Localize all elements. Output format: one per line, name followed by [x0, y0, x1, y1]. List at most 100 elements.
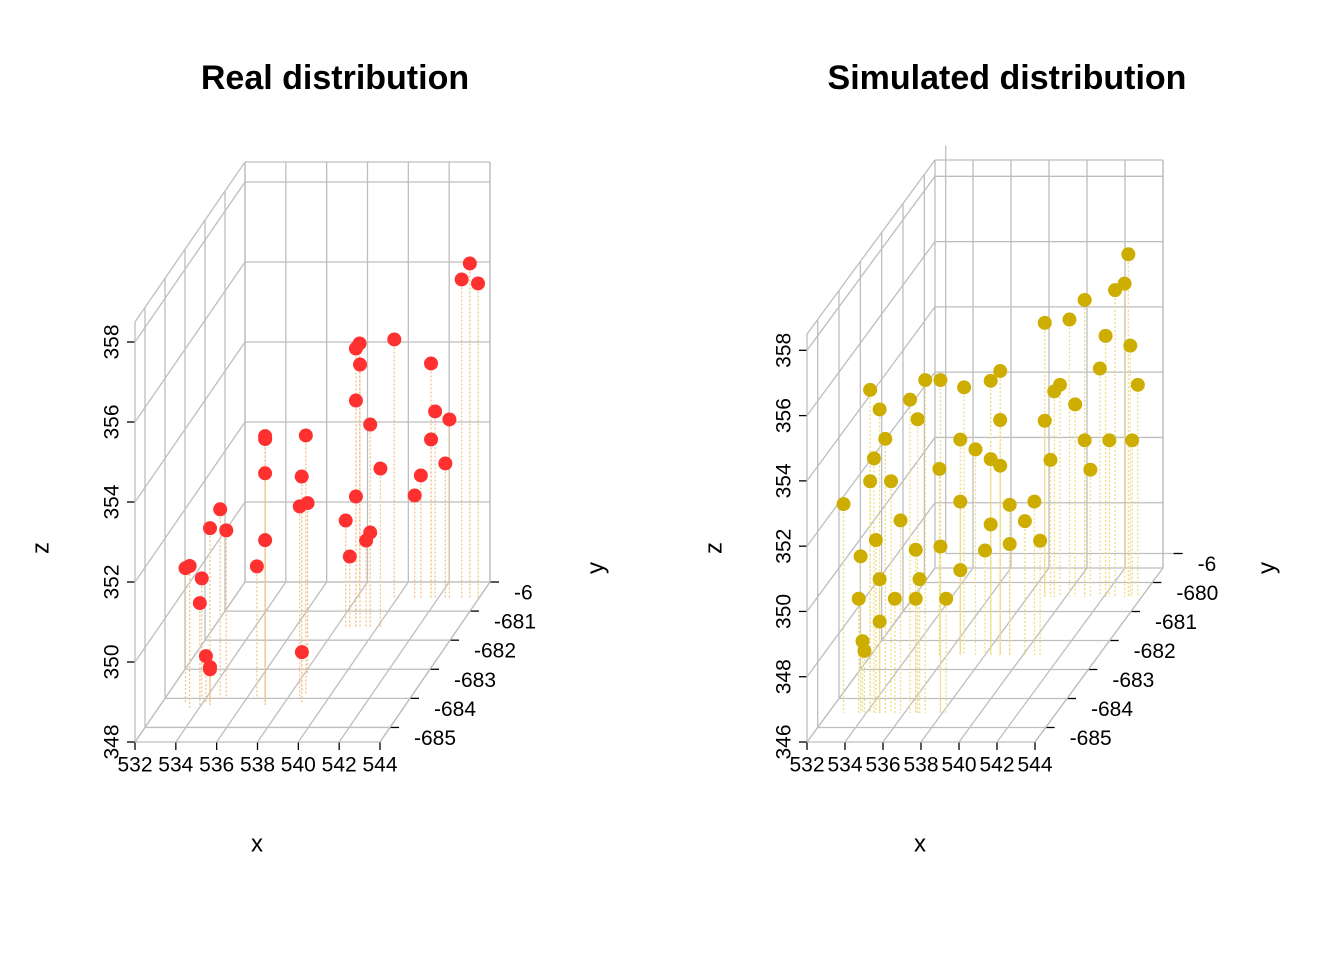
point [363, 417, 378, 432]
point [993, 412, 1008, 427]
point [182, 559, 197, 573]
grid-line [134, 421, 246, 583]
point [1125, 433, 1140, 448]
x-tick-label: 542 [322, 754, 357, 777]
grid-line [134, 341, 246, 503]
point [887, 591, 902, 606]
point [424, 432, 439, 447]
z-tick-label: 358 [101, 324, 124, 359]
point [868, 533, 883, 548]
x-tick-label: 534 [827, 754, 862, 777]
grid-line [338, 581, 450, 743]
point [1098, 328, 1113, 343]
y-tick-label: -682 [1134, 640, 1176, 663]
y-axis-label: y [1253, 562, 1280, 574]
chart-title: Simulated distribution [828, 59, 1187, 97]
y-tick-label: -6 [514, 582, 533, 605]
point [471, 276, 485, 291]
z-tick-label: 350 [773, 594, 796, 629]
point [872, 614, 887, 629]
point [912, 572, 927, 587]
point [258, 533, 273, 548]
point [872, 572, 887, 587]
y-tick-label: -683 [454, 669, 496, 692]
point [442, 412, 457, 427]
point [294, 645, 309, 660]
z-tick-label: 348 [101, 724, 124, 759]
x-tick-label: 536 [865, 754, 900, 777]
point [910, 412, 925, 427]
grid-line [134, 261, 246, 423]
x-tick-label: 534 [158, 754, 193, 777]
point [893, 513, 908, 528]
grid-line [256, 581, 369, 743]
point [968, 442, 983, 457]
y-tick-label: -682 [474, 640, 516, 663]
point [1123, 338, 1138, 353]
y-tick-label: -683 [1112, 669, 1154, 692]
y-axis-label: y [582, 562, 609, 574]
point [387, 332, 402, 347]
z-tick-label: 352 [773, 529, 796, 564]
y-tick-label: -685 [414, 727, 456, 750]
point [953, 494, 968, 509]
point [338, 513, 353, 528]
point [903, 392, 918, 407]
point [300, 496, 315, 511]
point [933, 539, 948, 554]
point [363, 525, 378, 540]
point [1130, 377, 1145, 392]
y-tick-label: -684 [1091, 698, 1133, 721]
point [1033, 533, 1048, 548]
z-axis-label: z [27, 542, 54, 554]
point [413, 468, 428, 483]
grid-line [806, 437, 936, 612]
point [353, 357, 367, 372]
axis-line [1034, 567, 1164, 743]
x-tick-label: 544 [362, 754, 397, 777]
point [348, 393, 363, 408]
point [1121, 247, 1136, 262]
point [1062, 312, 1077, 327]
grid-line [806, 241, 936, 416]
grid-line [134, 181, 246, 343]
z-tick-label: 354 [101, 484, 124, 519]
point [424, 356, 439, 371]
z-tick-label: 352 [101, 564, 124, 599]
y-tick-label: -6 [1198, 553, 1217, 576]
grid-line [806, 502, 936, 678]
grid-line [216, 581, 328, 743]
point [953, 432, 968, 447]
point [1077, 292, 1092, 307]
point [198, 649, 213, 664]
grid-line [882, 567, 1012, 743]
y-tick-label: -684 [434, 698, 476, 721]
point [373, 461, 388, 476]
x-axis-label: x [251, 830, 263, 857]
point [1092, 361, 1107, 376]
point [258, 466, 273, 481]
point [878, 431, 893, 446]
point [933, 373, 948, 388]
y-tick-label: -681 [1155, 611, 1197, 634]
z-tick-label: 356 [101, 404, 124, 439]
grid-line [958, 567, 1088, 743]
point [203, 660, 218, 675]
point [872, 402, 887, 417]
point [939, 591, 954, 606]
axis-line [806, 159, 936, 335]
point [957, 380, 972, 395]
point [352, 336, 367, 351]
x-tick-label: 540 [281, 754, 316, 777]
z-tick-label: 354 [773, 463, 796, 498]
axis-line [134, 161, 246, 323]
grid-line [297, 581, 409, 743]
grid-line [996, 567, 1126, 743]
x-tick-label: 540 [941, 754, 976, 777]
point [1017, 514, 1032, 529]
point [1037, 315, 1052, 330]
point [1068, 397, 1083, 412]
point [908, 542, 923, 557]
point [219, 523, 234, 538]
x-tick-label: 542 [979, 754, 1014, 777]
